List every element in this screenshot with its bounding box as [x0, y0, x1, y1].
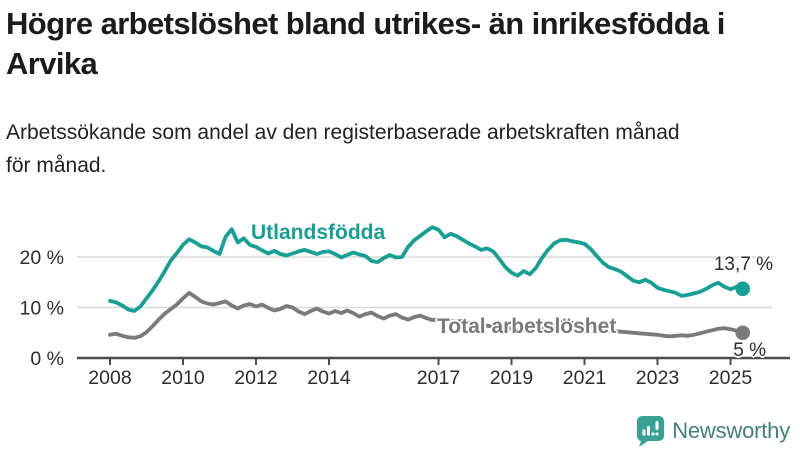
- logo-bar-1: [642, 429, 646, 436]
- x-axis-tick-label: 2012: [234, 367, 277, 389]
- x-axis-tick-label: 2025: [709, 367, 753, 389]
- subtitle-line-1: Arbetssökande som andel av den registerb…: [6, 121, 680, 144]
- series-end-dot-1: [735, 325, 750, 341]
- logo-period-dot: [651, 432, 655, 436]
- x-axis-tick-label: 2021: [563, 367, 606, 389]
- page-subtitle: Arbetssökande som andel av den registerb…: [6, 116, 798, 182]
- x-axis-tick-label: 2023: [636, 367, 679, 389]
- x-axis-tick-label: 2010: [161, 367, 205, 389]
- brand-name[interactable]: Newsworthy: [672, 418, 790, 443]
- y-axis-tick-label: 0 %: [30, 348, 64, 370]
- series-label-total-arbetsloshet: Total arbetslöshet: [437, 315, 617, 338]
- end-value-label-total: 5 %: [733, 340, 766, 361]
- title-line-1: Högre arbetslöshet bland utrikes- än inr…: [6, 6, 725, 41]
- title-line-2: Arvika: [6, 46, 98, 81]
- x-axis-tick-label: 2014: [307, 367, 351, 389]
- x-axis-tick-label: 2008: [88, 367, 131, 389]
- y-axis-tick-label: 10 %: [20, 298, 64, 320]
- end-value-label-utlandsfodda: 13,7 %: [713, 254, 773, 275]
- logo-bar-2: [647, 426, 651, 436]
- newsworthy-logo-icon[interactable]: [635, 415, 665, 447]
- logo-bubble-shape: [637, 416, 665, 447]
- subtitle-line-2: för månad.: [6, 154, 107, 177]
- series-line-1: [108, 290, 745, 340]
- x-axis-tick-label: 2019: [490, 367, 533, 389]
- brand-footer[interactable]: Newsworthy: [635, 415, 790, 447]
- page-title: Högre arbetslöshet bland utrikes- än inr…: [6, 4, 798, 84]
- series-line-0: [108, 225, 745, 313]
- series-end-dot-0: [735, 281, 750, 297]
- logo-exclamation-bar: [655, 421, 659, 430]
- y-axis-tick-label: 20 %: [20, 247, 64, 269]
- logo-exclamation-dot: [655, 432, 659, 436]
- x-axis-tick-label: 2017: [417, 367, 460, 389]
- series-label-utlandsfodda: Utlandsfödda: [251, 221, 386, 244]
